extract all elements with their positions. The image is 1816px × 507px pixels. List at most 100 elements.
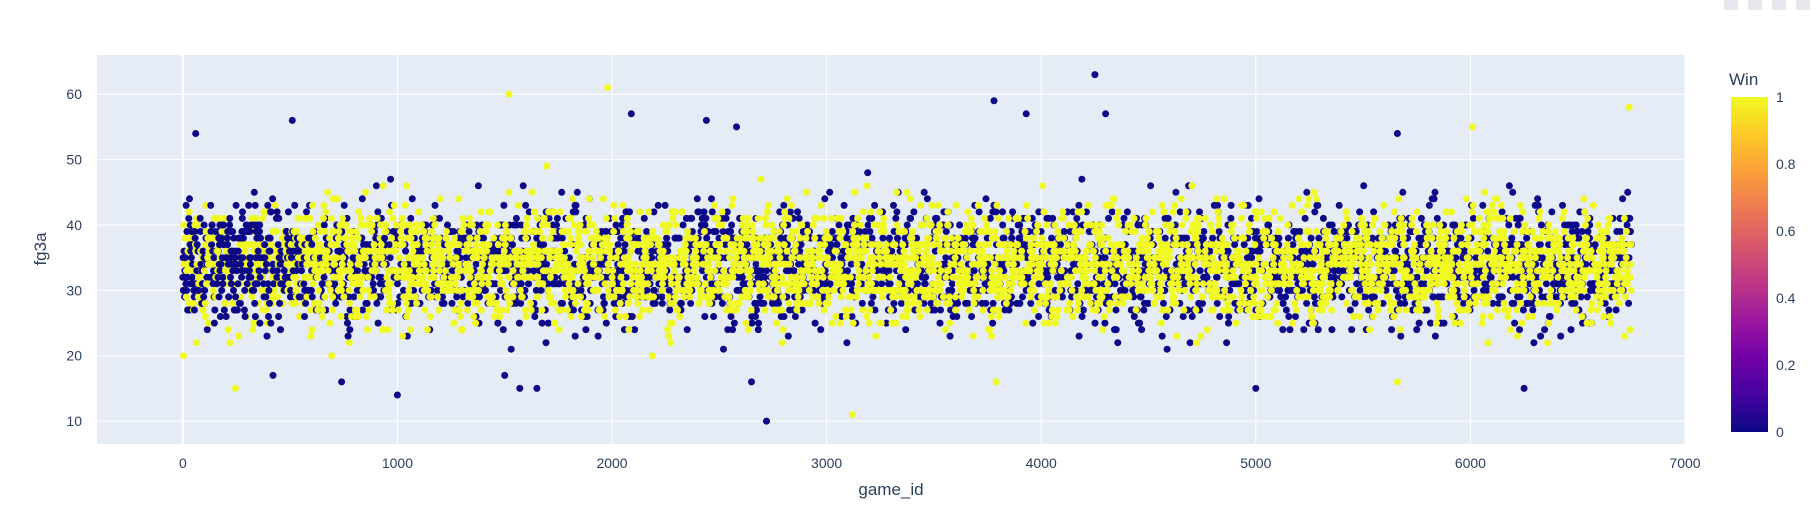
- scatter-point[interactable]: [429, 214, 437, 222]
- scatter-point[interactable]: [925, 234, 933, 242]
- scatter-point[interactable]: [876, 254, 883, 262]
- scatter-point[interactable]: [747, 286, 754, 294]
- scatter-point[interactable]: [303, 254, 311, 262]
- scatter-point[interactable]: [971, 234, 979, 242]
- scatter-point[interactable]: [726, 299, 734, 307]
- scatter-point[interactable]: [1051, 221, 1059, 229]
- scatter-point[interactable]: [448, 286, 456, 294]
- scatter-point[interactable]: [988, 332, 996, 340]
- scatter-point[interactable]: [636, 267, 644, 275]
- scatter-point[interactable]: [604, 260, 612, 268]
- scatter-point[interactable]: [753, 306, 760, 314]
- scatter-point[interactable]: [735, 247, 743, 255]
- scatter-point[interactable]: [1110, 247, 1118, 255]
- scatter-point[interactable]: [785, 286, 792, 294]
- scatter-point[interactable]: [274, 241, 282, 249]
- scatter-point[interactable]: [301, 313, 308, 320]
- scatter-point[interactable]: [989, 299, 997, 307]
- scatter-point[interactable]: [216, 313, 224, 320]
- scatter-point[interactable]: [874, 247, 882, 255]
- scatter-point[interactable]: [443, 286, 451, 294]
- scatter-point[interactable]: [601, 313, 609, 320]
- scatter-point[interactable]: [890, 299, 898, 307]
- scatter-point[interactable]: [610, 228, 618, 235]
- scatter-point[interactable]: [864, 169, 872, 177]
- scatter-point[interactable]: [574, 280, 582, 288]
- scatter-point[interactable]: [666, 306, 674, 314]
- scatter-point[interactable]: [763, 208, 771, 216]
- scatter-point[interactable]: [571, 221, 578, 229]
- scatter-point[interactable]: [1085, 293, 1093, 301]
- scatter-point[interactable]: [637, 286, 645, 294]
- scatter-point[interactable]: [369, 247, 377, 255]
- scatter-point[interactable]: [1188, 182, 1196, 190]
- scatter-point[interactable]: [730, 319, 738, 327]
- scatter-point[interactable]: [848, 313, 856, 320]
- scatter-point[interactable]: [482, 228, 490, 235]
- scatter-point[interactable]: [1207, 221, 1215, 229]
- scatter-point[interactable]: [836, 234, 844, 242]
- scatter-point[interactable]: [620, 228, 627, 235]
- scatter-point[interactable]: [477, 306, 485, 314]
- scatter-point[interactable]: [849, 228, 857, 235]
- scatter-point[interactable]: [1026, 267, 1034, 275]
- scatter-point[interactable]: [858, 299, 866, 307]
- scatter-point[interactable]: [875, 221, 883, 229]
- scatter-point[interactable]: [318, 280, 326, 288]
- scatter-point[interactable]: [500, 247, 508, 255]
- scatter-point[interactable]: [802, 234, 810, 242]
- scatter-point[interactable]: [435, 234, 443, 242]
- scatter-point[interactable]: [1091, 319, 1099, 327]
- scatter-point[interactable]: [907, 214, 915, 222]
- scatter-point[interactable]: [477, 228, 485, 235]
- scatter-point[interactable]: [261, 267, 269, 275]
- scatter-point[interactable]: [484, 221, 492, 229]
- scatter-point[interactable]: [1111, 280, 1119, 288]
- scatter-point[interactable]: [1145, 228, 1153, 235]
- scatter-point[interactable]: [273, 208, 281, 216]
- scatter-point[interactable]: [778, 273, 786, 281]
- scatter-point[interactable]: [813, 214, 821, 222]
- scatter-point[interactable]: [958, 293, 966, 301]
- scatter-point[interactable]: [1042, 221, 1050, 229]
- scatter-point[interactable]: [1101, 254, 1109, 262]
- scatter-point[interactable]: [1029, 319, 1037, 327]
- scatter-point[interactable]: [901, 228, 909, 235]
- scatter-point[interactable]: [435, 306, 443, 314]
- scatter-point[interactable]: [214, 247, 222, 255]
- scatter-point[interactable]: [636, 313, 644, 320]
- scatter-point[interactable]: [378, 254, 386, 262]
- scatter-point[interactable]: [747, 306, 755, 314]
- scatter-point[interactable]: [914, 267, 922, 275]
- scatter-point[interactable]: [917, 201, 925, 209]
- scatter-point[interactable]: [223, 267, 231, 275]
- scatter-point[interactable]: [701, 221, 709, 229]
- scatter-point[interactable]: [746, 273, 753, 281]
- scatter-point[interactable]: [840, 201, 848, 209]
- scatter-point[interactable]: [193, 241, 201, 249]
- scatter-point[interactable]: [745, 293, 753, 301]
- scatter-point[interactable]: [817, 326, 825, 334]
- scatter-point[interactable]: [1201, 247, 1209, 255]
- scatter-point[interactable]: [1056, 286, 1064, 294]
- scatter-point[interactable]: [447, 241, 455, 249]
- scatter-point[interactable]: [1134, 273, 1142, 281]
- scatter-point[interactable]: [1129, 267, 1137, 275]
- scatter-point[interactable]: [424, 326, 431, 334]
- scatter-point[interactable]: [642, 254, 650, 262]
- scatter-point[interactable]: [1158, 201, 1166, 209]
- scatter-point[interactable]: [826, 188, 834, 196]
- scatter-point[interactable]: [664, 293, 672, 301]
- scatter-point[interactable]: [1078, 286, 1086, 294]
- scatter-point[interactable]: [979, 273, 987, 281]
- scatter-point[interactable]: [368, 221, 376, 229]
- scatter-point[interactable]: [1184, 260, 1191, 268]
- scatter-point[interactable]: [1083, 247, 1091, 255]
- scatter-point[interactable]: [558, 234, 566, 242]
- scatter-point[interactable]: [1256, 247, 1264, 255]
- scatter-point[interactable]: [740, 247, 748, 255]
- scatter-point[interactable]: [241, 313, 249, 320]
- scatter-point[interactable]: [249, 241, 257, 249]
- scatter-point[interactable]: [256, 319, 264, 327]
- scatter-point[interactable]: [667, 339, 675, 347]
